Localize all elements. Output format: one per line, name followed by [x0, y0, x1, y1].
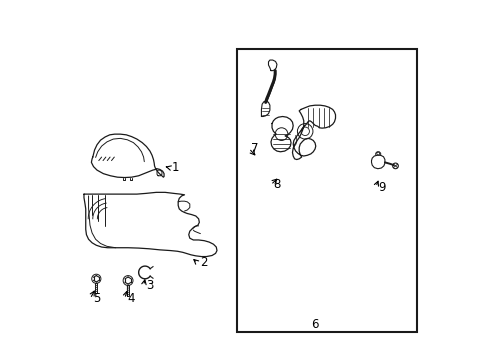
Text: 8: 8	[273, 179, 280, 192]
Text: 3: 3	[146, 279, 153, 292]
Text: 7: 7	[251, 142, 258, 155]
Bar	[237, 49, 417, 332]
Text: 4: 4	[127, 292, 134, 305]
Text: 1: 1	[172, 161, 179, 174]
Text: 5: 5	[92, 292, 100, 305]
Text: 9: 9	[378, 181, 385, 194]
Text: 2: 2	[200, 256, 207, 269]
Text: 6: 6	[311, 318, 318, 331]
